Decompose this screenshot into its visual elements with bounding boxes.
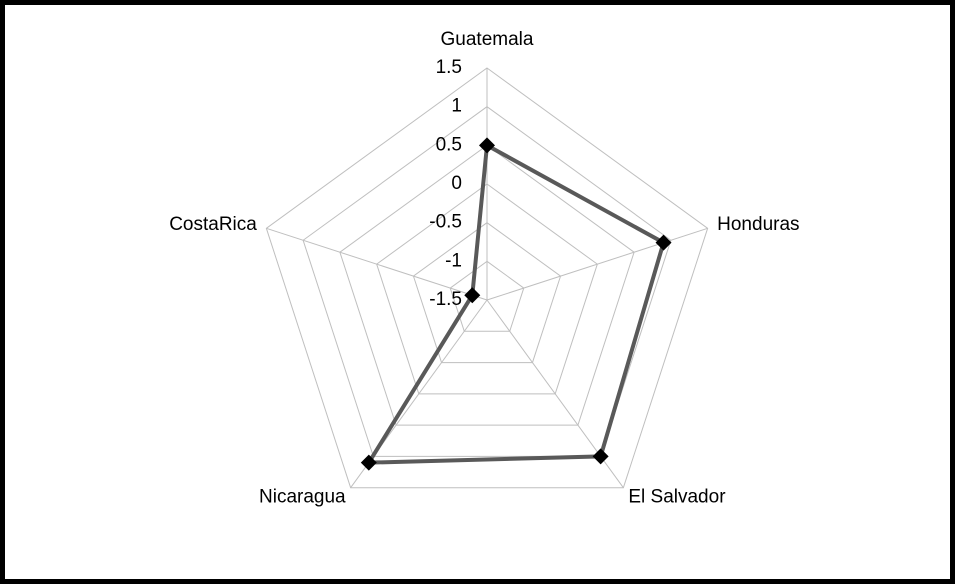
grid-ring [412,222,562,364]
series-line [365,142,666,465]
grid-ring [449,260,525,332]
category-label: Nicaragua [259,487,346,508]
spoke [486,227,708,301]
marker [479,137,495,154]
tick-label: -0.5 [429,212,462,233]
tick-label: 1 [451,96,462,117]
marker [464,287,481,304]
spoke [266,227,488,301]
category-label: Honduras [717,214,799,235]
category-label: El Salvador [628,487,726,508]
tick-label: 0.5 [436,134,462,155]
tick-label: -1.5 [429,289,462,310]
marker [360,454,377,471]
tick-label: -1 [445,250,462,271]
grid-ring [339,144,635,426]
tick-label: 1.5 [436,57,462,78]
tick-label: 0 [451,173,462,194]
category-label: CostaRica [169,214,257,235]
grid-ring [265,67,709,489]
marker [592,448,609,465]
grid-ring [302,106,672,457]
category-label: Guatemala [441,29,534,50]
grid-ring [376,183,598,395]
marker [655,234,672,251]
